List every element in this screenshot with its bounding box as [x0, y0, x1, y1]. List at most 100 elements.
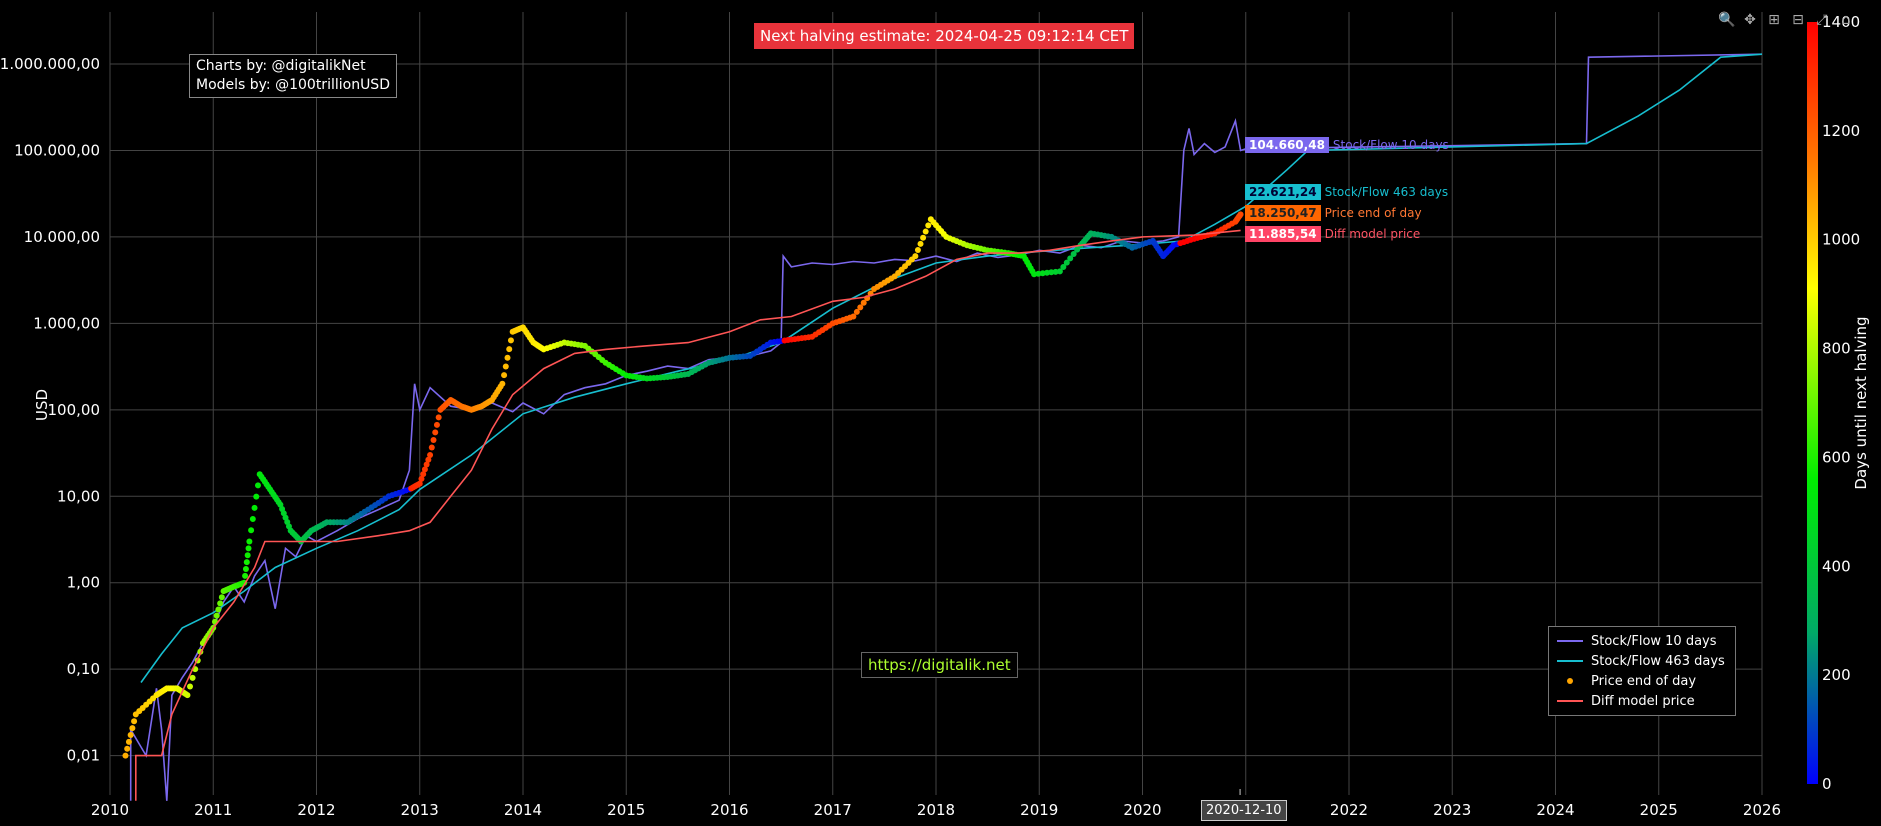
zoom-in-icon[interactable]: ⊞: [1768, 12, 1780, 28]
colorbar-tick-label: 400: [1822, 557, 1851, 575]
price-point: [246, 538, 253, 545]
price-point: [502, 363, 509, 370]
x-tick-label: 2024: [1536, 801, 1574, 819]
price-point: [920, 234, 927, 241]
site-url-link[interactable]: https://digitalik.net: [861, 652, 1018, 678]
y-tick-label: 1.000,00: [33, 314, 100, 332]
legend-item-price[interactable]: Price end of day: [1555, 671, 1735, 691]
price-point: [435, 414, 442, 421]
price-point: [922, 228, 929, 235]
credits-line-models: Models by: @100trillionUSD: [196, 77, 390, 93]
legend-swatch: [1555, 634, 1585, 648]
price-point: [244, 552, 251, 559]
legend-label: Price end of day: [1591, 673, 1697, 689]
credits-box: Charts by: @digitalikNet Models by: @100…: [189, 54, 397, 98]
price-point: [423, 461, 430, 468]
series-line-stock-flow-463-days: [140, 53, 1763, 683]
x-tick-label: 2018: [917, 801, 955, 819]
price-point: [912, 253, 919, 260]
price-point: [860, 299, 867, 306]
price-point: [254, 482, 261, 489]
legend[interactable]: Stock/Flow 10 days Stock/Flow 463 days P…: [1548, 626, 1736, 716]
reset-icon[interactable]: ⌂: [1841, 12, 1851, 28]
price-point: [125, 738, 132, 745]
price-point: [507, 337, 514, 344]
y-tick-label: 100,00: [48, 401, 101, 419]
price-point: [1060, 263, 1067, 270]
price-point: [127, 731, 134, 738]
price-point: [925, 222, 932, 229]
price-point: [430, 436, 437, 443]
x-tick-label: 2013: [401, 801, 439, 819]
series-line-stock-flow-10-days: [129, 53, 1763, 801]
end-label-name: Diff model price: [1324, 227, 1421, 241]
y-tick-label: 0,10: [67, 660, 100, 678]
x-tick-label: 2019: [1020, 801, 1058, 819]
legend-swatch: [1555, 654, 1585, 668]
price-point: [857, 304, 864, 311]
price-point: [427, 452, 434, 459]
end-label-name: Stock/Flow 463 days: [1324, 185, 1449, 199]
price-point: [187, 683, 194, 690]
colorbar: [1807, 22, 1818, 784]
price-point: [504, 354, 511, 361]
end-label-value: 18.250,47: [1245, 205, 1321, 221]
x-tick-label: 2010: [91, 801, 129, 819]
y-tick-label: 10,00: [57, 487, 100, 505]
price-point: [425, 456, 432, 463]
series-layer: [122, 53, 1763, 801]
end-label-diff: 11.885,54 Diff model price: [1245, 226, 1420, 242]
autoscale-icon[interactable]: ⤢: [1816, 12, 1828, 28]
legend-item-sf10[interactable]: Stock/Flow 10 days: [1555, 631, 1735, 651]
zoom-icon[interactable]: 🔍: [1718, 12, 1736, 28]
colorbar-ticks: 0 200 400 600 800 1000 1200 1400: [1822, 13, 1860, 793]
x-tick-label: 2026: [1743, 801, 1781, 819]
legend-label: Stock/Flow 463 days: [1591, 653, 1725, 669]
end-label-name: Stock/Flow 10 days: [1332, 138, 1449, 152]
price-point: [248, 527, 255, 534]
end-label-name: Price end of day: [1324, 206, 1422, 220]
y-tick-label: 0,01: [67, 747, 100, 765]
legend-swatch: [1555, 694, 1585, 708]
x-tick-label: 2025: [1640, 801, 1678, 819]
price-point: [184, 692, 191, 699]
y-tick-label: 1.000.000,00: [0, 55, 100, 73]
price-point: [243, 559, 250, 566]
x-tick-label: 2015: [607, 801, 645, 819]
credits-line-charts: Charts by: @digitalikNet: [196, 58, 366, 74]
chart-toolbar: 🔍 ✥ ⊞ ⊟ ⤢ ⌂: [1718, 12, 1854, 28]
end-label-value: 11.885,54: [1245, 226, 1321, 242]
price-point: [432, 429, 439, 436]
price-point: [1070, 250, 1077, 257]
colorbar-tick-label: 0: [1822, 775, 1832, 793]
x-tick-label: 2020: [1123, 801, 1161, 819]
price-point: [253, 493, 260, 500]
price-point: [242, 565, 249, 572]
price-point: [215, 606, 222, 613]
colorbar-tick-label: 800: [1822, 340, 1851, 358]
colorbar-tick-label: 600: [1822, 448, 1851, 466]
price-point: [421, 466, 428, 473]
colorbar-tick-label: 1200: [1822, 122, 1860, 140]
legend-item-diff[interactable]: Diff model price: [1555, 691, 1735, 711]
legend-item-sf463[interactable]: Stock/Flow 463 days: [1555, 651, 1735, 671]
price-point: [416, 480, 423, 487]
price-point: [213, 612, 220, 619]
colorbar-tick-label: 200: [1822, 666, 1851, 684]
price-point: [124, 745, 131, 752]
x-tick-label: 2014: [504, 801, 542, 819]
price-point: [1074, 246, 1081, 253]
end-label-price: 18.250,47 Price end of day: [1245, 205, 1422, 221]
halving-banner: Next halving estimate: 2024-04-25 09:12:…: [754, 23, 1135, 49]
zoom-out-icon[interactable]: ⊟: [1792, 12, 1804, 28]
price-point: [189, 674, 196, 681]
pan-icon[interactable]: ✥: [1744, 12, 1756, 28]
end-label-sf463: 22.621,24 Stock/Flow 463 days: [1245, 184, 1448, 200]
price-point: [850, 313, 857, 320]
x-tick-label: 2016: [710, 801, 748, 819]
hover-date-label: 2020-12-10: [1201, 800, 1287, 821]
price-point: [914, 246, 921, 253]
price-point: [242, 572, 249, 579]
price-point: [420, 471, 427, 478]
price-point: [1063, 259, 1070, 266]
